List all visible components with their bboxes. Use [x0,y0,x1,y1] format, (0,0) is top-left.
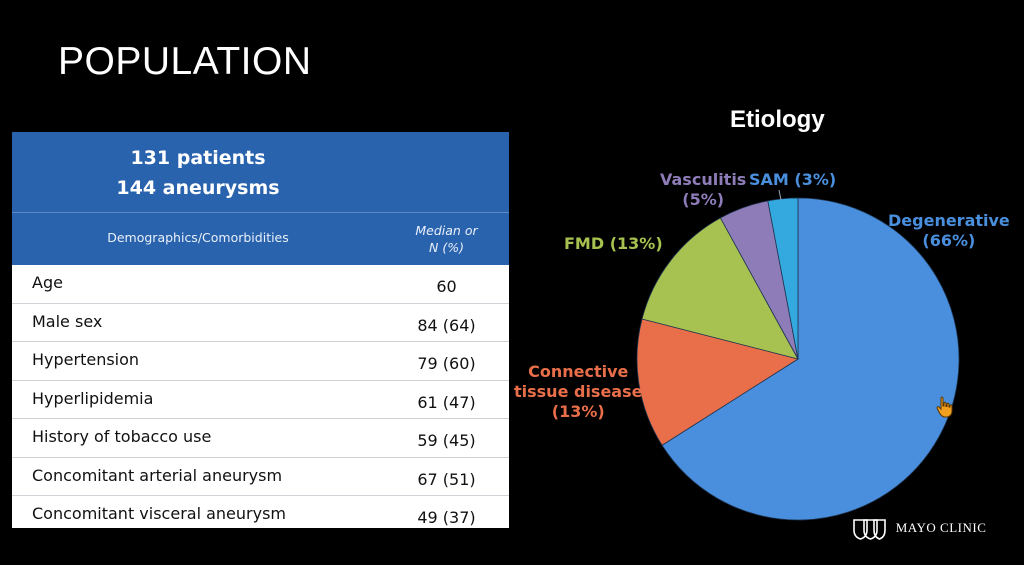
slice-label-line: Connective [528,362,629,381]
slice-label-line: tissue disease [514,382,643,401]
row-label: History of tobacco use [32,427,212,446]
pie-slice-fmd [641,217,799,360]
row-value: 84 (64) [417,315,476,335]
aneurysms-count: 144 aneurysms [116,177,280,199]
slide-title: POPULATION [58,40,312,83]
mayo-shield-icon [852,518,886,540]
table-row: Concomitant visceral aneurysm 49 (37) [12,496,509,534]
sam-leader-line [778,189,782,201]
row-label: Male sex [32,311,103,331]
row-label: Age [32,273,63,292]
column-header-median-line1: Median or [415,223,478,238]
slice-label-line: (66%) [922,231,976,250]
row-label: Concomitant arterial aneurysm [32,465,283,485]
row-value: 67 (51) [417,469,476,489]
slice-label-line: SAM (3%) [749,170,837,189]
table-row: Age 60 [12,265,509,304]
slice-label-fmd: FMD (13%) [564,234,663,254]
pie-slice-connective-tissue [636,318,799,446]
chart-title: Etiology [730,106,825,133]
slice-label-degenerative: Degenerative (66%) [888,211,1010,251]
slice-label-sam: SAM (3%) [749,170,836,190]
slice-label-line: (13%) [551,402,605,421]
row-value: 59 (45) [417,431,476,450]
column-header-median: Median or N (%) [384,222,509,256]
slice-label-line: FMD (13%) [564,234,663,253]
population-table: 131 patients 144 aneurysms Demographics/… [12,132,509,528]
slice-label-line: (5%) [682,190,725,209]
patients-count: 131 patients [130,147,266,169]
column-header-demographics: Demographics/Comorbidities [107,230,289,245]
hand-pointer-icon [936,396,954,422]
table-row: Concomitant arterial aneurysm 67 (51) [12,458,509,496]
mayo-clinic-logo: MAYO CLINIC [852,518,986,540]
column-header-median-line2: N (%) [429,240,464,255]
row-label: Hyperlipidemia [32,388,154,408]
row-label: Concomitant visceral aneurysm [32,504,286,523]
row-value: 79 (60) [417,354,476,373]
slice-label-line: Degenerative [888,211,1010,230]
header-divider [12,212,509,213]
slice-label-connective-tissue: Connective tissue disease (13%) [514,362,642,422]
row-value: 60 [436,277,457,296]
table-body: Age 60 Male sex 84 (64) Hypertension 79 … [12,265,509,534]
slice-label-line: Vasculitis [660,170,747,189]
row-value: 49 (37) [417,508,476,527]
logo-text: MAYO CLINIC [895,519,987,535]
row-label: Hypertension [32,350,140,369]
row-value: 61 (47) [417,392,476,412]
table-row: Hyperlipidemia 61 (47) [12,381,509,419]
pie-slice-degenerative [661,197,960,521]
table-row: Male sex 84 (64) [12,304,509,342]
slice-label-vasculitis: Vasculitis (5%) [660,170,746,210]
table-row: History of tobacco use 59 (45) [12,419,509,458]
table-row: Hypertension 79 (60) [12,342,509,381]
table-header: 131 patients 144 aneurysms Demographics/… [12,132,509,265]
pie-slice-sam [767,197,799,360]
